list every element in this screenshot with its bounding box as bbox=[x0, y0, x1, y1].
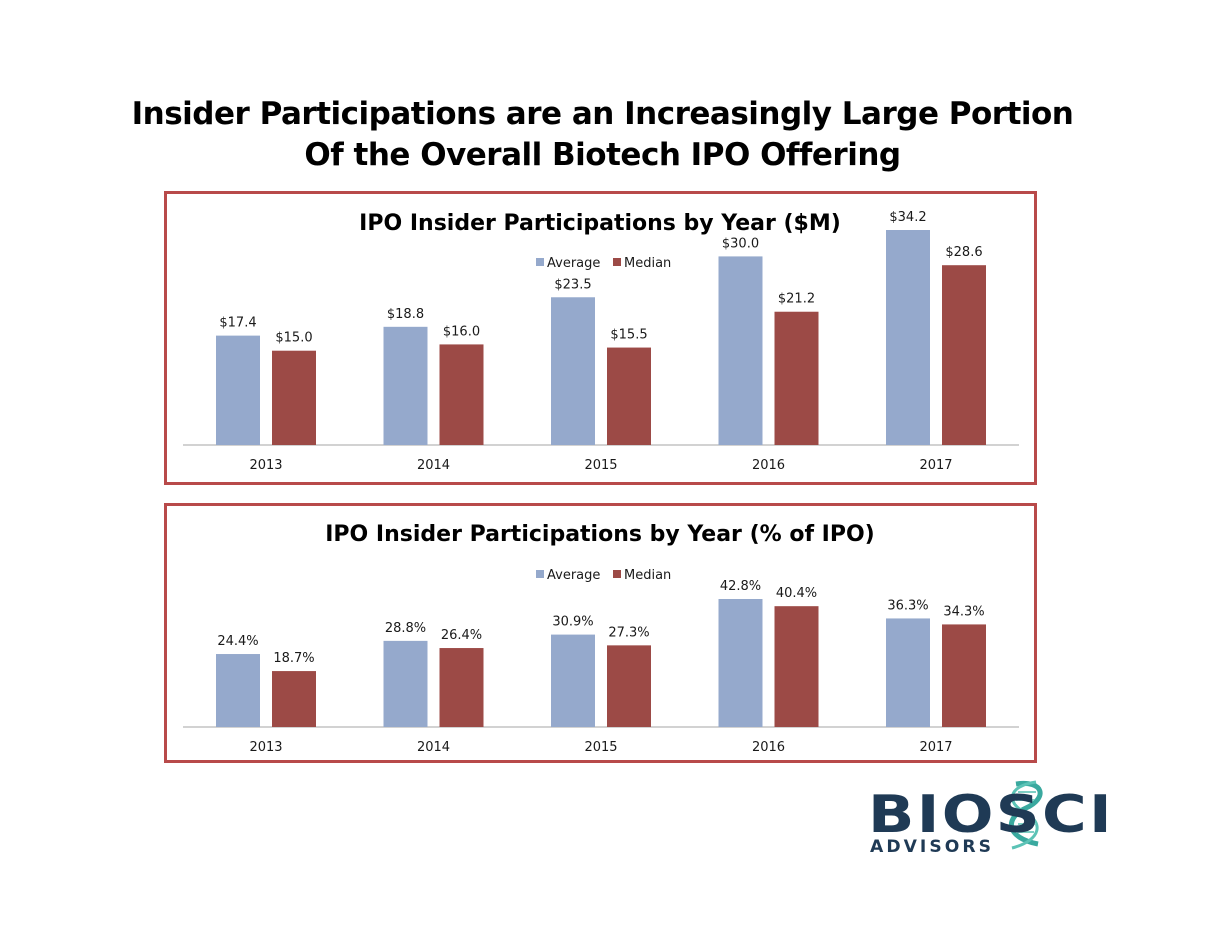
chart-2-bar-average-2016 bbox=[718, 599, 763, 727]
chart-1-tick-label-2015: 2015 bbox=[584, 458, 617, 473]
chart-1-legend-swatch-average bbox=[536, 258, 544, 266]
chart-1-bar-median-2017 bbox=[942, 265, 986, 445]
chart-1-tick-label-2017: 2017 bbox=[919, 458, 952, 473]
slide-title-line-2: Of the Overall Biotech IPO Offering bbox=[304, 137, 901, 173]
chart-2-legend: Average Median bbox=[536, 568, 671, 583]
chart-1-bar-average-2013 bbox=[216, 335, 260, 445]
chart-2-bar-average-2017 bbox=[886, 618, 930, 727]
chart-2-legend-swatch-average bbox=[536, 570, 544, 578]
chart-2-tick-label-2015: 2015 bbox=[584, 740, 617, 755]
chart-1-legend-swatch-median bbox=[613, 258, 621, 266]
chart-2-legend-average: Average bbox=[547, 568, 600, 583]
chart-2-data-label-average-2017: 36.3% bbox=[887, 598, 928, 613]
chart-2-data-label-average-2013: 24.4% bbox=[217, 634, 258, 649]
chart-1-bar-median-2013 bbox=[272, 350, 316, 445]
chart-1-bar-average-2014 bbox=[383, 326, 428, 445]
chart-2-data-label-median-2015: 27.3% bbox=[608, 625, 649, 640]
chart-2-bar-median-2014 bbox=[439, 648, 484, 727]
chart-1-data-label-median-2014: $16.0 bbox=[443, 324, 480, 339]
chart-2-tick-label-2016: 2016 bbox=[752, 740, 785, 755]
chart-2-bar-average-2014 bbox=[383, 640, 428, 727]
chart-1-bar-median-2016 bbox=[774, 311, 819, 445]
chart-1-bar-average-2015 bbox=[551, 297, 595, 445]
chart-2-data-label-median-2016: 40.4% bbox=[776, 586, 817, 601]
chart-1-legend: Average Median bbox=[536, 256, 671, 271]
logo-subtitle: ADVISORS bbox=[870, 837, 994, 856]
chart-1-data-label-average-2016: $30.0 bbox=[722, 236, 759, 251]
chart-2-data-label-average-2015: 30.9% bbox=[552, 615, 593, 630]
chart-1-data-label-average-2014: $18.8 bbox=[387, 307, 424, 322]
chart-1-bar-median-2015 bbox=[607, 347, 651, 445]
chart-1-bar-average-2016 bbox=[718, 256, 763, 445]
chart-1-data-label-average-2017: $34.2 bbox=[889, 210, 926, 225]
chart-2-plot: 24.4% 18.7% 2013 28.8% 26.4% 2014 30.9% 27.3% 20… bbox=[183, 579, 1019, 755]
chart-1-data-label-median-2015: $15.5 bbox=[610, 328, 647, 343]
chart-2-bar-median-2016 bbox=[774, 606, 819, 727]
chart-1-tick-label-2013: 2013 bbox=[249, 458, 282, 473]
chart-2-tick-label-2013: 2013 bbox=[249, 740, 282, 755]
logo-wordmark: BIOSCI bbox=[868, 785, 1114, 845]
chart-1-legend-average: Average bbox=[547, 256, 600, 271]
chart-2-tick-label-2017: 2017 bbox=[919, 740, 952, 755]
chart-2-data-label-average-2014: 28.8% bbox=[385, 621, 426, 636]
chart-2-bar-average-2015 bbox=[551, 634, 595, 727]
chart-1-data-label-average-2013: $17.4 bbox=[219, 316, 256, 331]
chart-1-data-label-median-2016: $21.2 bbox=[778, 292, 815, 307]
chart-1-plot: $17.4 $15.0 2013 $18.8 $16.0 2014 $23.5 $15.5 20… bbox=[183, 210, 1019, 473]
chart-2-data-label-median-2017: 34.3% bbox=[943, 604, 984, 619]
chart-2-bar-median-2017 bbox=[942, 624, 986, 727]
chart-1-data-label-average-2015: $23.5 bbox=[554, 277, 591, 292]
chart-2-bar-median-2013 bbox=[272, 671, 316, 727]
chart-1-legend-median: Median bbox=[624, 256, 671, 271]
slide-title: Insider Participations are an Increasing… bbox=[0, 94, 1205, 176]
chart-2-data-label-median-2013: 18.7% bbox=[273, 651, 314, 666]
chart-1-tick-label-2016: 2016 bbox=[752, 458, 785, 473]
chart-2-bar-average-2013 bbox=[216, 654, 260, 727]
chart-2-tick-label-2014: 2014 bbox=[417, 740, 450, 755]
chart-2-data-label-average-2016: 42.8% bbox=[720, 579, 761, 594]
chart-1-bar-median-2014 bbox=[439, 344, 484, 445]
chart-2-legend-median: Median bbox=[624, 568, 671, 583]
chart-1-bar-average-2017 bbox=[886, 230, 930, 445]
dna-helix-icon bbox=[1008, 780, 1043, 850]
slide-title-line-1: Insider Participations are an Increasing… bbox=[131, 96, 1074, 132]
chart-2-legend-swatch-median bbox=[613, 570, 621, 578]
chart-1-data-label-median-2013: $15.0 bbox=[275, 331, 312, 346]
chart-1-tick-label-2014: 2014 bbox=[417, 458, 450, 473]
chart-1-data-label-median-2017: $28.6 bbox=[945, 245, 982, 260]
chart-2-title: IPO Insider Participations by Year (% of… bbox=[325, 522, 874, 547]
chart-2-bar-median-2015 bbox=[607, 645, 651, 727]
chart-2-data-label-median-2014: 26.4% bbox=[441, 628, 482, 643]
biosci-advisors-logo: BIOSCI ADVISORS bbox=[868, 780, 1114, 856]
chart-1-title: IPO Insider Participations by Year ($M) bbox=[359, 211, 841, 236]
